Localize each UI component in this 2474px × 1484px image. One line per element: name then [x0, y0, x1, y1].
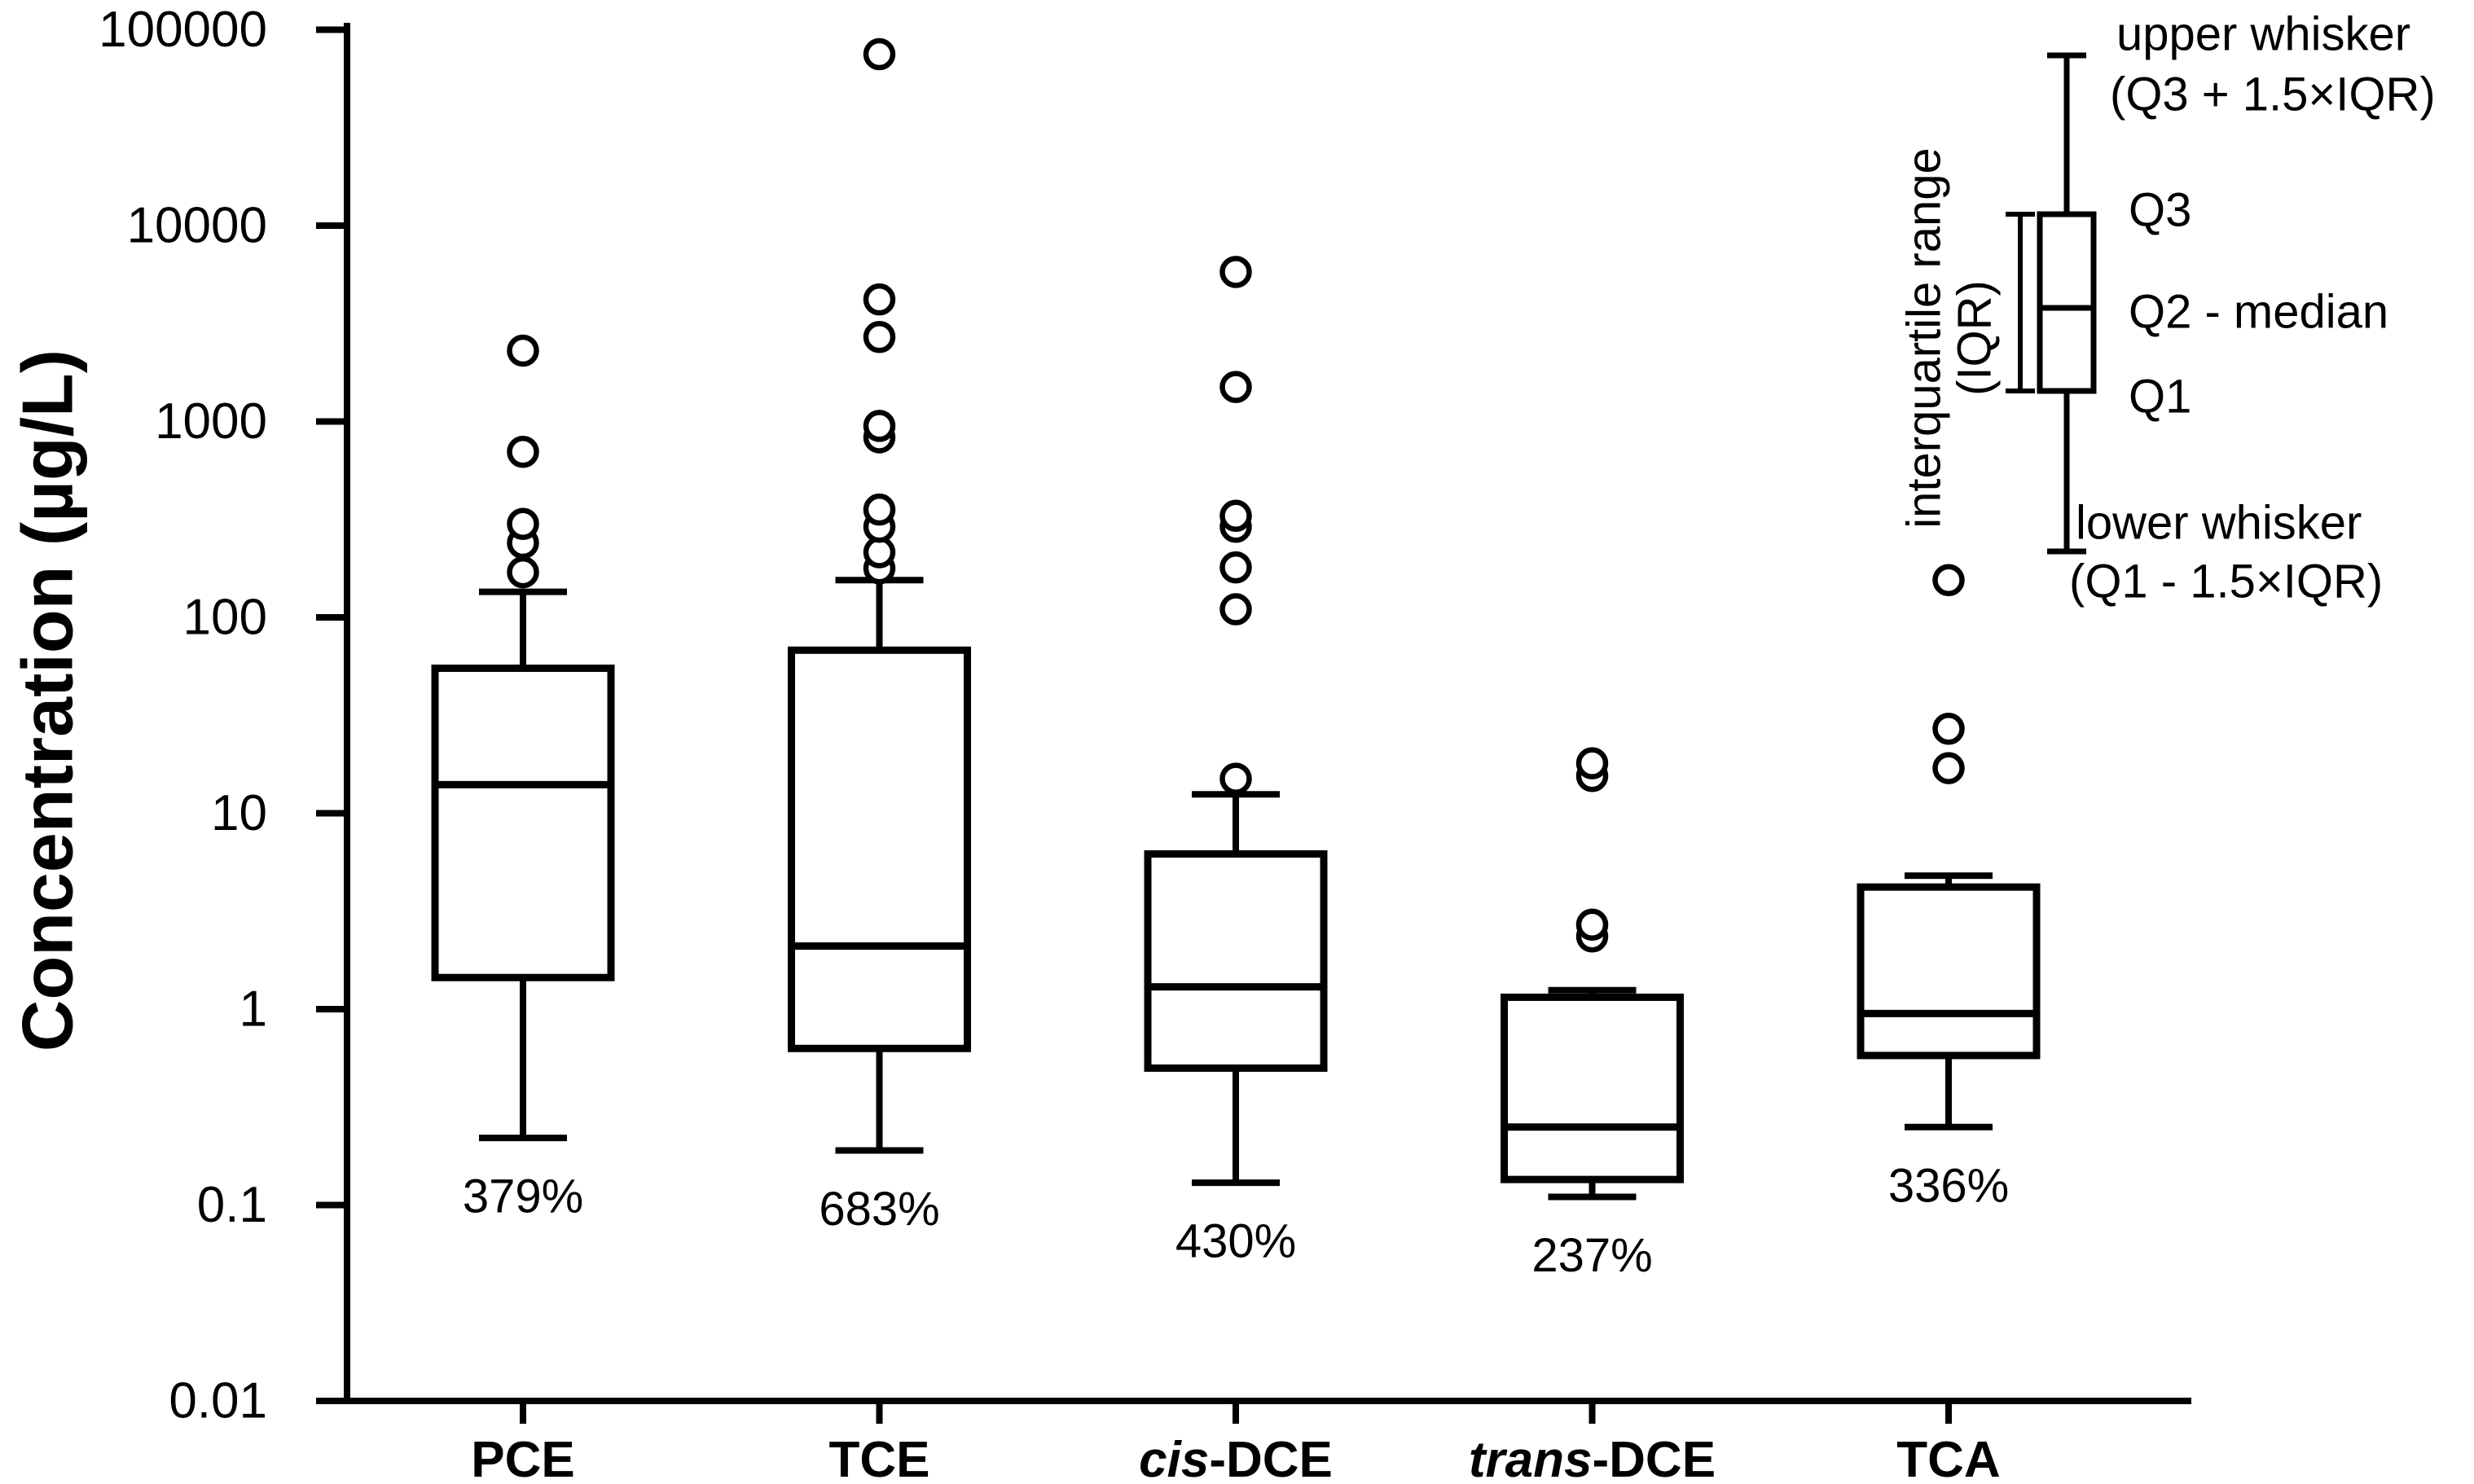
- category-label-part: -DCE: [1593, 1432, 1716, 1484]
- outlier-point: [1932, 752, 1965, 784]
- cv-percent-label: 237%: [1531, 1229, 1652, 1282]
- y-axis-tick-label: 100000: [99, 2, 267, 58]
- category-label-part: TCA: [1896, 1432, 2000, 1484]
- outlier-point: [863, 321, 896, 353]
- y-axis-tick-label: 1000: [155, 393, 267, 450]
- category-label: TCE: [829, 1432, 930, 1484]
- box-iqr: [431, 664, 615, 981]
- outlier-point: [507, 555, 539, 589]
- outlier-point: [1219, 593, 1252, 626]
- boxplot-trans-DCE: 237% trans-DCE: [1469, 747, 1716, 1484]
- legend-q2-median-label: Q2 - median: [2129, 286, 2388, 339]
- cv-percent-label: 379%: [463, 1170, 583, 1223]
- category-label-part: TCE: [829, 1432, 930, 1484]
- outlier-point: [1219, 551, 1252, 584]
- boxplot-TCE: 683% TCE: [788, 37, 971, 1484]
- box-iqr: [1144, 850, 1328, 1072]
- outlier-point: [507, 436, 539, 468]
- outlier-point: [1575, 747, 1609, 779]
- legend-lower-whisker-formula: (Q1 - 1.5×IQR): [2069, 555, 2383, 608]
- y-axis-tick-label: 0.1: [197, 1177, 267, 1233]
- box-iqr: [1501, 993, 1684, 1183]
- legend-q1-label: Q1: [2129, 371, 2191, 424]
- cv-percent-label: 336%: [1888, 1159, 2009, 1212]
- outlier-point: [1219, 256, 1252, 288]
- y-axis-title: Concentration (µg/L): [7, 349, 88, 1052]
- boxplot-TCA: 336% TCA: [1857, 564, 2041, 1484]
- category-label: cis-DCE: [1139, 1432, 1333, 1484]
- category-label-italic-part: trans: [1469, 1432, 1593, 1484]
- outlier-point: [863, 493, 896, 526]
- y-axis-tick-label: 1: [239, 981, 267, 1038]
- outlier-point: [507, 507, 539, 541]
- outlier-point: [1932, 564, 1965, 596]
- category-label-italic-part: cis: [1139, 1432, 1209, 1484]
- category-label-part: PCE: [471, 1432, 574, 1484]
- legend-box: [2037, 211, 2097, 394]
- outlier-point: [863, 37, 896, 71]
- y-axis: 100000 10000 1000 100 10 1 0.1 0.01 Concentratio…: [7, 2, 350, 1429]
- y-axis-tick-label: 100: [183, 590, 267, 646]
- outlier-point: [1575, 908, 1609, 942]
- outlier-point: [863, 283, 896, 316]
- legend-upper-whisker-label: upper whisker: [2116, 8, 2410, 61]
- legend-iqr-label: interquartile range: [1898, 147, 1951, 529]
- category-label: TCA: [1896, 1432, 2000, 1484]
- category-label: trans-DCE: [1469, 1432, 1716, 1484]
- boxplot-cis-DCE: 430% cis-DCE: [1139, 256, 1333, 1484]
- legend-lower-whisker-label: lower whisker: [2076, 497, 2362, 550]
- y-axis-tick-label: 10000: [127, 198, 267, 254]
- y-axis-tick-label: 0.01: [169, 1373, 267, 1429]
- box-iqr: [1857, 883, 2041, 1060]
- category-label: PCE: [471, 1432, 574, 1484]
- legend-q3-label: Q3: [2129, 184, 2191, 237]
- cv-percent-label: 683%: [819, 1183, 939, 1236]
- legend: upper whisker (Q3 + 1.5×IQR) Q3 Q2 - median…: [1898, 8, 2436, 608]
- box-iqr: [788, 646, 971, 1052]
- legend-upper-whisker-formula: (Q3 + 1.5×IQR): [2110, 68, 2436, 121]
- outlier-point: [1219, 499, 1252, 533]
- y-axis-tick-label: 10: [211, 785, 267, 841]
- legend-iqr-abbrev-label: (IQR): [1949, 280, 2002, 396]
- boxplot-PCE: 379% PCE: [431, 334, 615, 1484]
- outlier-point: [1219, 371, 1252, 403]
- cv-percent-label: 430%: [1175, 1215, 1296, 1268]
- category-label-part: -DCE: [1209, 1432, 1333, 1484]
- outlier-point: [863, 410, 896, 442]
- outlier-point: [1219, 762, 1252, 795]
- outlier-point: [507, 334, 539, 367]
- outlier-point: [1932, 713, 1965, 745]
